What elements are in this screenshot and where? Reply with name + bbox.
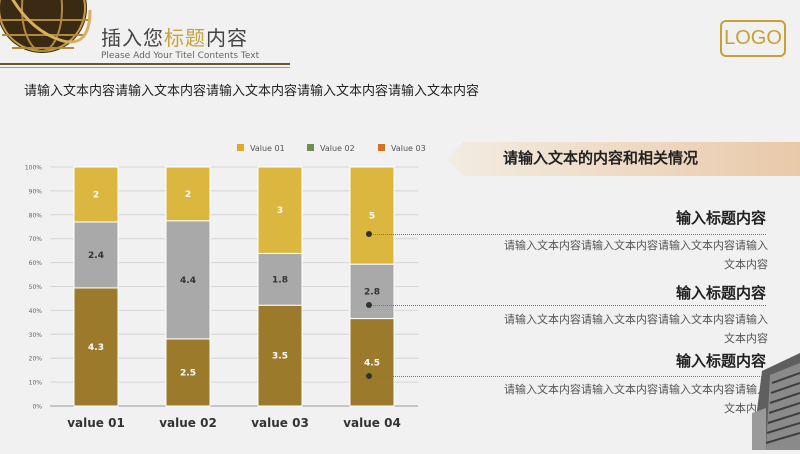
point-title-3: 输入标题内容 <box>675 352 766 370</box>
title-rule <box>0 63 290 65</box>
legend-swatch <box>237 144 244 151</box>
x-tick-label: value 01 <box>67 416 125 430</box>
bar-segment <box>73 287 119 407</box>
y-tick-label: 30% <box>29 332 43 339</box>
legend-label: Value 02 <box>320 144 355 153</box>
bar-segment <box>73 221 119 289</box>
bar-segment <box>257 252 303 306</box>
data-label: 2 <box>185 190 191 200</box>
building-photo <box>752 353 800 450</box>
bar-segment <box>73 166 119 223</box>
intro-text: 请输入文本内容请输入文本内容请输入文本内容请输入文本内容请输入文本内容 <box>24 84 480 99</box>
logo: LOGO <box>720 20 786 57</box>
data-label: 4.4 <box>180 276 196 286</box>
legend-swatch <box>307 144 314 151</box>
legend-label: Value 03 <box>391 144 426 153</box>
data-label: 3.5 <box>272 352 288 362</box>
point-leader-line-3 <box>369 376 766 377</box>
y-tick-label: 40% <box>29 308 43 315</box>
y-tick-label: 80% <box>29 212 43 219</box>
point-leader-line-1 <box>369 234 766 235</box>
data-label: 4.3 <box>88 343 104 353</box>
bar-segment <box>165 166 211 222</box>
point-body-2: 请输入文本内容请输入文本内容请输入文本内容请输入 文本内容 <box>504 313 768 345</box>
point-marker-3 <box>366 373 372 379</box>
data-label: 3 <box>277 206 283 216</box>
banner-ribbon <box>447 142 800 176</box>
point-marker-2 <box>366 302 372 308</box>
y-tick-label: 60% <box>29 260 43 267</box>
data-label: 4.5 <box>364 358 380 368</box>
data-label: 5 <box>369 212 375 222</box>
bar-segment <box>257 304 303 407</box>
bar-segment <box>349 318 395 407</box>
y-tick-label: 90% <box>29 188 43 195</box>
page-subtitle: Please Add Your Titel Contents Text <box>101 51 260 61</box>
point-title-2: 输入标题内容 <box>675 284 766 302</box>
y-tick-label: 20% <box>29 356 43 363</box>
bar-segment <box>349 263 395 320</box>
x-tick-label: value 04 <box>343 416 401 430</box>
legend-label: Value 01 <box>250 144 285 153</box>
data-label: 1.8 <box>272 275 288 285</box>
title-rule-thin <box>0 67 290 68</box>
legend-swatch <box>378 144 385 151</box>
y-tick-label: 70% <box>29 236 43 243</box>
data-label: 2.4 <box>88 251 104 261</box>
bar-segment <box>349 166 395 265</box>
bar-segment <box>165 338 211 407</box>
page-title: 插入您标题内容 <box>101 26 248 50</box>
point-title-1: 输入标题内容 <box>675 209 766 227</box>
data-label: 2.5 <box>180 368 196 378</box>
bar-segment <box>257 166 303 254</box>
data-label: 2.8 <box>364 287 380 297</box>
x-tick-label: value 03 <box>251 416 309 430</box>
point-body-3: 请输入文本内容请输入文本内容请输入文本内容请输入 文本内容 <box>504 383 768 415</box>
y-tick-label: 50% <box>29 284 43 291</box>
x-tick-label: value 02 <box>159 416 217 430</box>
y-tick-label: 10% <box>29 380 43 387</box>
page-title-highlight: 标题 <box>164 26 206 50</box>
point-leader-line-2 <box>369 305 766 306</box>
y-tick-label: 100% <box>25 165 42 172</box>
banner-text: 请输入文本的内容和相关情况 <box>503 149 699 167</box>
data-label: 2 <box>93 190 99 200</box>
point-body-1: 请输入文本内容请输入文本内容请输入文本内容请输入 文本内容 <box>504 239 768 271</box>
bar-segment <box>165 220 211 340</box>
point-marker-1 <box>366 231 372 237</box>
globe-decoration <box>0 0 95 62</box>
y-tick-label: 0% <box>32 404 42 411</box>
